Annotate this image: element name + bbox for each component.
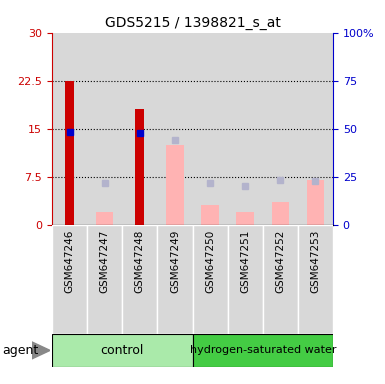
Text: GSM647247: GSM647247	[100, 230, 110, 293]
Bar	[271, 202, 289, 225]
FancyBboxPatch shape	[52, 225, 87, 334]
Text: agent: agent	[2, 344, 38, 357]
FancyBboxPatch shape	[157, 225, 192, 334]
FancyBboxPatch shape	[192, 334, 333, 367]
Text: GSM647252: GSM647252	[275, 230, 285, 293]
FancyBboxPatch shape	[52, 334, 192, 367]
Bar	[236, 212, 254, 225]
Bar	[136, 109, 144, 225]
Text: GSM647248: GSM647248	[135, 230, 145, 293]
Bar	[166, 145, 184, 225]
Bar	[298, 33, 333, 225]
Bar	[157, 33, 192, 225]
Text: GSM647250: GSM647250	[205, 230, 215, 293]
Title: GDS5215 / 1398821_s_at: GDS5215 / 1398821_s_at	[105, 16, 280, 30]
Text: GSM647253: GSM647253	[310, 230, 320, 293]
Bar	[263, 33, 298, 225]
Bar	[96, 212, 114, 225]
Text: GSM647251: GSM647251	[240, 230, 250, 293]
Text: GSM647246: GSM647246	[65, 230, 75, 293]
Bar	[87, 33, 122, 225]
Bar	[201, 205, 219, 225]
Bar	[228, 33, 263, 225]
FancyBboxPatch shape	[228, 225, 263, 334]
FancyBboxPatch shape	[87, 225, 122, 334]
Text: hydrogen-saturated water: hydrogen-saturated water	[189, 345, 336, 356]
Bar	[307, 180, 324, 225]
FancyBboxPatch shape	[263, 225, 298, 334]
Text: GSM647249: GSM647249	[170, 230, 180, 293]
Bar	[65, 81, 74, 225]
FancyBboxPatch shape	[122, 225, 157, 334]
FancyBboxPatch shape	[192, 225, 228, 334]
Bar	[192, 33, 228, 225]
Polygon shape	[32, 342, 50, 359]
FancyBboxPatch shape	[298, 225, 333, 334]
Bar	[52, 33, 87, 225]
Text: control: control	[100, 344, 144, 357]
Bar	[122, 33, 157, 225]
